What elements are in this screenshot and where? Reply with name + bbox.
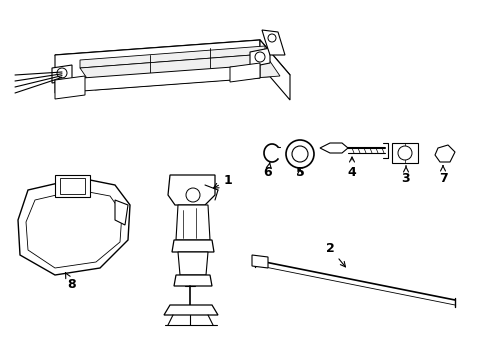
- Text: 3: 3: [401, 166, 409, 185]
- Polygon shape: [251, 255, 267, 268]
- Polygon shape: [434, 145, 454, 162]
- Text: 6: 6: [263, 163, 272, 179]
- Polygon shape: [176, 205, 209, 240]
- Circle shape: [267, 34, 275, 42]
- Polygon shape: [260, 40, 289, 100]
- Polygon shape: [249, 48, 269, 67]
- Polygon shape: [174, 275, 212, 286]
- Polygon shape: [26, 190, 122, 268]
- Text: 1: 1: [213, 174, 232, 188]
- Polygon shape: [80, 54, 280, 90]
- Polygon shape: [52, 65, 72, 83]
- Text: 2: 2: [325, 242, 345, 267]
- Bar: [60, 178, 85, 194]
- Text: 4: 4: [347, 157, 356, 179]
- Polygon shape: [391, 143, 417, 163]
- Polygon shape: [55, 65, 260, 93]
- Circle shape: [57, 68, 67, 78]
- Polygon shape: [163, 305, 218, 315]
- Polygon shape: [18, 178, 130, 275]
- Polygon shape: [55, 40, 260, 80]
- Circle shape: [254, 52, 264, 62]
- Polygon shape: [80, 46, 264, 68]
- Text: 8: 8: [65, 273, 76, 292]
- Polygon shape: [115, 200, 128, 225]
- Polygon shape: [172, 240, 214, 252]
- Circle shape: [285, 140, 313, 168]
- Polygon shape: [55, 40, 289, 90]
- Circle shape: [397, 146, 411, 160]
- Polygon shape: [55, 76, 85, 99]
- Text: 7: 7: [438, 166, 447, 185]
- Polygon shape: [229, 63, 260, 82]
- Circle shape: [291, 146, 307, 162]
- Polygon shape: [319, 143, 347, 153]
- Bar: [55, 175, 90, 197]
- Polygon shape: [178, 252, 207, 275]
- Text: 5: 5: [295, 166, 304, 179]
- Polygon shape: [262, 30, 285, 55]
- Circle shape: [185, 188, 200, 202]
- Polygon shape: [168, 175, 215, 205]
